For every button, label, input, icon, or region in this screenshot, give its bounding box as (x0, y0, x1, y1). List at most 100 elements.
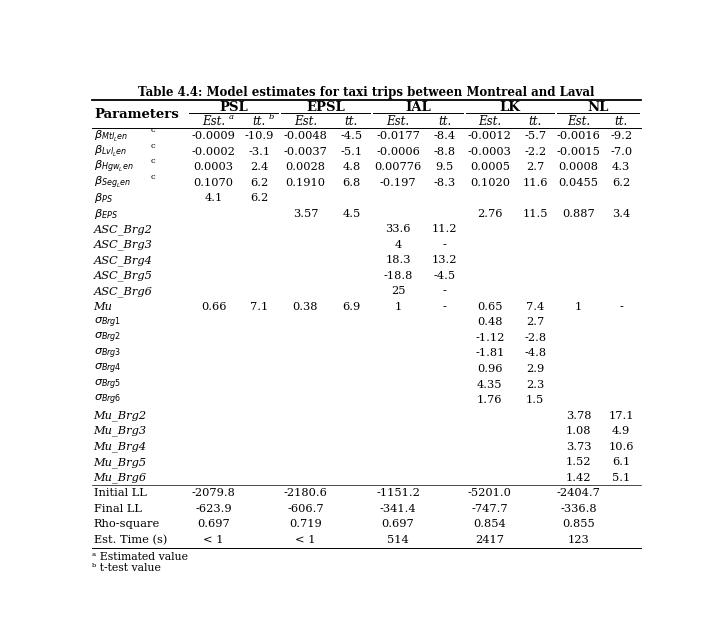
Text: ᵇ t-test value: ᵇ t-test value (92, 564, 160, 573)
Text: 6.9: 6.9 (342, 302, 361, 312)
Text: Mu: Mu (93, 302, 113, 312)
Text: 0.0003: 0.0003 (193, 162, 234, 172)
Text: -: - (443, 240, 446, 250)
Text: 1: 1 (394, 302, 401, 312)
Text: -747.7: -747.7 (471, 504, 508, 514)
Text: ASC_Brg2: ASC_Brg2 (93, 224, 153, 235)
Text: Mu_Brg4: Mu_Brg4 (93, 442, 147, 452)
Text: -0.0016: -0.0016 (557, 131, 600, 141)
Text: 0.65: 0.65 (477, 302, 503, 312)
Text: Est.: Est. (386, 115, 409, 128)
Text: -7.0: -7.0 (610, 146, 632, 157)
Text: Est. Time (s): Est. Time (s) (93, 535, 167, 545)
Text: 1.42: 1.42 (565, 473, 591, 482)
Text: Initial LL: Initial LL (93, 488, 146, 498)
Text: 13.2: 13.2 (432, 256, 457, 265)
Text: Parameters: Parameters (94, 107, 179, 121)
Text: tt.: tt. (615, 115, 628, 128)
Text: 6.2: 6.2 (250, 178, 269, 188)
Text: Table 4.4: Model estimates for taxi trips between Montreal and Laval: Table 4.4: Model estimates for taxi trip… (138, 86, 595, 99)
Text: c: c (151, 142, 155, 150)
Text: $\sigma_{\mathit{Brg5}}$: $\sigma_{\mathit{Brg5}}$ (93, 377, 121, 392)
Text: 0.697: 0.697 (381, 520, 414, 529)
Text: -0.0177: -0.0177 (376, 131, 420, 141)
Text: -0.197: -0.197 (379, 178, 416, 188)
Text: 2.76: 2.76 (477, 209, 503, 219)
Text: -0.0006: -0.0006 (376, 146, 420, 157)
Text: Final LL: Final LL (93, 504, 141, 514)
Text: tt.: tt. (528, 115, 542, 128)
Text: c: c (151, 127, 155, 134)
Text: 4.5: 4.5 (342, 209, 361, 219)
Text: c: c (151, 157, 155, 166)
Text: tt.: tt. (438, 115, 451, 128)
Text: -2.8: -2.8 (524, 333, 546, 343)
Text: 514: 514 (387, 535, 409, 545)
Text: 3.73: 3.73 (565, 442, 591, 452)
Text: ASC_Brg4: ASC_Brg4 (93, 255, 153, 266)
Text: LK: LK (499, 101, 520, 114)
Text: IAL: IAL (405, 101, 431, 114)
Text: 4.8: 4.8 (342, 162, 361, 172)
Text: 0.697: 0.697 (198, 520, 230, 529)
Text: 6.2: 6.2 (250, 193, 269, 203)
Text: 2.9: 2.9 (526, 364, 544, 374)
Text: 33.6: 33.6 (385, 224, 411, 235)
Text: 3.4: 3.4 (612, 209, 630, 219)
Text: -0.0012: -0.0012 (468, 131, 512, 141)
Text: -9.2: -9.2 (610, 131, 632, 141)
Text: 5.1: 5.1 (612, 473, 630, 482)
Text: $\beta_{\mathit{Seg_Len}}$: $\beta_{\mathit{Seg_Len}}$ (93, 174, 130, 191)
Text: $\sigma_{\mathit{Brg3}}$: $\sigma_{\mathit{Brg3}}$ (93, 346, 121, 360)
Text: 0.66: 0.66 (201, 302, 226, 312)
Text: 1.08: 1.08 (565, 426, 591, 436)
Text: 6.2: 6.2 (612, 178, 630, 188)
Text: 1.52: 1.52 (565, 457, 591, 467)
Text: 4: 4 (394, 240, 401, 250)
Text: $\beta_{\mathit{Mtl_Len}}$: $\beta_{\mathit{Mtl_Len}}$ (93, 128, 128, 144)
Text: 0.48: 0.48 (477, 318, 503, 327)
Text: Mu_Brg6: Mu_Brg6 (93, 472, 147, 483)
Text: 0.1070: 0.1070 (193, 178, 234, 188)
Text: 7.1: 7.1 (250, 302, 269, 312)
Text: -3.1: -3.1 (248, 146, 270, 157)
Text: $\beta_{\mathit{Lvl_Len}}$: $\beta_{\mathit{Lvl_Len}}$ (93, 144, 127, 159)
Text: Est.: Est. (567, 115, 590, 128)
Text: -341.4: -341.4 (379, 504, 416, 514)
Text: $\beta_{\mathit{Hgw_Len}}$: $\beta_{\mathit{Hgw_Len}}$ (93, 159, 133, 175)
Text: < 1: < 1 (203, 535, 224, 545)
Text: -2079.8: -2079.8 (192, 488, 235, 498)
Text: 2.4: 2.4 (250, 162, 269, 172)
Text: 11.6: 11.6 (523, 178, 548, 188)
Text: -: - (443, 302, 446, 312)
Text: -5.7: -5.7 (524, 131, 546, 141)
Text: 18.3: 18.3 (385, 256, 411, 265)
Text: 11.5: 11.5 (523, 209, 548, 219)
Text: tt.: tt. (253, 115, 266, 128)
Text: tt.: tt. (344, 115, 358, 128)
Text: PSL: PSL (219, 101, 248, 114)
Text: EPSL: EPSL (306, 101, 345, 114)
Text: 0.96: 0.96 (477, 364, 503, 374)
Text: -0.0002: -0.0002 (192, 146, 235, 157)
Text: -8.4: -8.4 (434, 131, 456, 141)
Text: Est.: Est. (202, 115, 225, 128)
Text: $\sigma_{\mathit{Brg4}}$: $\sigma_{\mathit{Brg4}}$ (93, 362, 121, 376)
Text: Mu_Brg2: Mu_Brg2 (93, 410, 147, 421)
Text: 0.0008: 0.0008 (558, 162, 598, 172)
Text: -1.12: -1.12 (475, 333, 505, 343)
Text: < 1: < 1 (295, 535, 316, 545)
Text: 1.5: 1.5 (526, 395, 544, 405)
Text: 6.8: 6.8 (342, 178, 361, 188)
Text: Rho-square: Rho-square (93, 520, 160, 529)
Text: b: b (268, 112, 274, 121)
Text: 2.7: 2.7 (526, 318, 544, 327)
Text: ASC_Brg5: ASC_Brg5 (93, 270, 153, 281)
Text: 17.1: 17.1 (608, 411, 634, 420)
Text: 1.76: 1.76 (477, 395, 503, 405)
Text: -1.81: -1.81 (475, 348, 505, 358)
Text: -: - (443, 286, 446, 296)
Text: 2417: 2417 (476, 535, 504, 545)
Text: 6.1: 6.1 (612, 457, 630, 467)
Text: 3.57: 3.57 (292, 209, 318, 219)
